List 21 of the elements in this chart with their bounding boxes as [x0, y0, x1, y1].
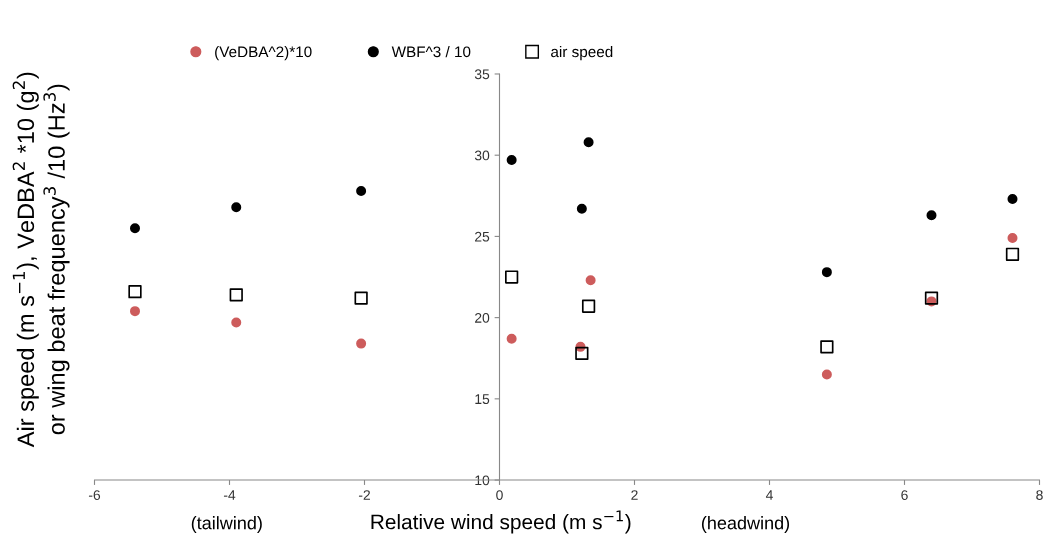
- x-tick-label: 6: [901, 490, 908, 500]
- y-tick-label: 10: [475, 475, 490, 486]
- x-tick-label: -6: [88, 490, 101, 500]
- y-tick-label: 15: [475, 394, 490, 405]
- text: (tailwind): [191, 516, 262, 533]
- y-tick-label: 25: [475, 231, 490, 242]
- x-tick-label: -2: [358, 490, 370, 500]
- x-tick-label: -4: [223, 490, 236, 500]
- text: (headwind): [701, 516, 790, 533]
- x-tick-label: 4: [765, 490, 773, 500]
- legend-label: air speed: [551, 45, 613, 61]
- x-tick-label: 2: [631, 490, 638, 500]
- legend-label: WBF^3 / 10: [391, 45, 471, 58]
- x-tick-label: 8: [1036, 490, 1043, 500]
- y-tick-label: 35: [474, 69, 490, 80]
- x-tick-label: 0: [496, 490, 503, 500]
- legend-label: (VeDBA^2)*10: [215, 45, 312, 61]
- x-axis-title: Relative wind speed (m s$^{−1}$): [371, 510, 631, 534]
- text: Air speed (m s$^{−1}$), VeDBA$^{2}$ *10 (g$^{2}$) or wing beat frequency$^{3}$ /10 (Hz$^{3}$): [12, 72, 70, 448]
- y-tick-label: 30: [474, 150, 490, 161]
- y-tick-label: 20: [475, 312, 490, 323]
